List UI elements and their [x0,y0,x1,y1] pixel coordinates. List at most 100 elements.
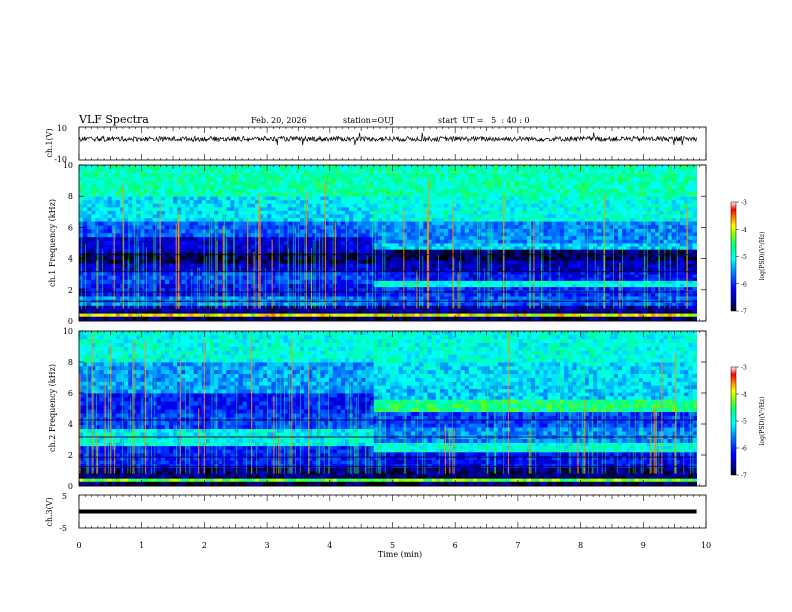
spectrogram-cell [218,221,223,226]
spectrogram-cell [185,305,190,310]
spectrogram-cell [555,280,561,284]
spectrogram-cell [336,313,342,317]
spectrogram-cell [651,235,656,240]
spectrogram-cell [128,203,133,208]
spectrogram-cell [369,279,375,284]
spectrogram-cell [271,316,276,322]
spectrogram-cell [489,309,495,314]
spectrogram-cell [369,271,375,276]
spectrogram-cell [119,244,125,249]
spectrogram-cell [584,302,590,306]
spectrogram-cell [242,240,248,245]
spectrogram-cell [448,274,453,278]
spectrogram-cell [431,232,437,237]
spectrogram-cell [275,263,280,268]
spectrogram-cell [107,291,113,297]
spectrogram-cell [283,248,289,253]
spectrogram-cell [415,249,420,254]
spectrogram-cell [489,249,495,254]
spectrogram-cell [140,263,145,268]
ch1-waveform-trace [78,132,697,146]
spectrogram-cell [448,239,453,244]
spectrogram-cell [267,165,272,170]
spectrogram-cell [164,271,170,276]
spectrogram-cell [193,232,199,238]
spectrogram-cell [423,256,428,261]
spectrogram-cell [394,260,399,265]
spectrogram-cell [349,228,354,234]
spectrogram-cell [234,256,240,261]
spectrogram-cell [242,217,248,222]
spectrogram-cell [148,291,154,297]
spectrogram-cell [336,217,342,222]
spectrogram-cell [688,271,693,275]
spectrogram-cell [267,214,272,218]
spectrogram-cell [152,225,158,230]
spectrogram-cell [250,313,256,317]
spectrogram-cell [386,296,391,300]
spectrogram-cell [680,256,685,261]
spectrogram-cell [576,316,582,322]
spectrogram-cell [349,248,354,253]
spectrogram-cell [361,176,366,181]
spectrogram-cell [177,199,182,204]
spectrogram-cell [381,263,387,268]
spectrogram-cell [365,279,370,284]
spectrogram-cell [99,240,104,245]
spectrogram-cell [423,243,428,247]
spectrogram-cell [300,256,305,261]
spectrogram-cell [164,203,170,208]
spectrogram-cell [169,192,174,197]
spectrogram-cell [189,184,194,189]
spectrogram-cell [152,259,158,264]
spectrogram-cell [144,232,149,238]
spectrogram-cell [181,196,186,201]
spectrogram-cell [185,302,190,306]
spectrogram-cell [634,292,640,297]
spectrogram-cell [246,240,252,245]
spectrogram-cell [226,225,231,230]
spectrogram-cell [246,188,252,193]
spectrogram-cell [502,313,507,317]
spectrogram-cell [214,309,219,314]
spectrogram-cell [361,203,366,208]
spectrogram-cell [394,286,399,291]
spectrogram-cell [222,309,227,314]
spectrogram-cell [156,309,162,314]
spectrogram-cell [230,256,235,261]
spectrogram-cell [444,271,449,275]
spectrogram-cell [283,244,289,249]
spectrogram-cell [275,165,280,170]
spectrogram-cell [148,180,154,185]
spectrogram-cell [692,263,697,268]
spectrogram-cell [193,228,199,234]
spectrogram-cell [279,225,285,230]
spectrogram-cell [263,217,268,222]
spectrogram-cell [634,235,640,240]
spectrogram-cell [230,313,235,317]
spectrogram-cell [234,228,240,234]
spectrogram-cell [531,235,536,240]
spectrogram-cell [340,291,346,297]
spectrogram-cell [201,196,207,201]
spectrogram-cell [543,239,548,244]
spectrogram-cell [394,239,399,244]
spectrogram-cell [205,236,211,242]
spectrogram-cell [394,271,399,275]
spectrogram-cell [209,199,215,204]
spectrogram-cell [189,176,194,181]
spectrogram-cell [91,206,96,211]
spectrogram-cell [489,296,495,300]
spectrogram-cell [688,267,693,272]
spectrogram-cell [156,165,162,170]
spectrogram-cell [95,309,100,314]
spectrogram-cell [688,313,693,317]
spectrogram-cell [205,184,211,189]
spectrogram-cell [336,244,342,249]
spectrogram-cell [559,256,565,261]
spectrogram-cell [535,292,540,297]
spectrogram-cell [531,280,536,284]
spectrogram-cell [390,235,395,240]
spectrogram-cell [226,287,231,293]
spectrogram-cell [365,296,370,300]
